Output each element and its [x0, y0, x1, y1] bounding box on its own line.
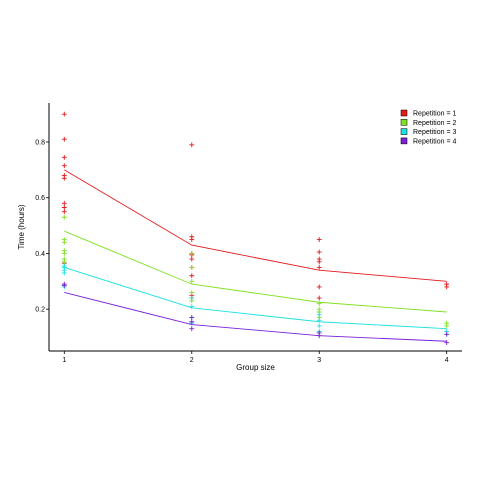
y-axis-title: Time (hours) — [17, 204, 26, 249]
data-point — [316, 265, 322, 270]
plot-area — [61, 111, 450, 346]
y-tick-label: 0.4 — [35, 251, 45, 258]
x-tick-label: 1 — [62, 357, 66, 364]
data-point — [189, 251, 195, 256]
legend-label: Repetition = 2 — [413, 120, 456, 127]
data-point — [316, 259, 322, 265]
data-point — [316, 312, 322, 318]
data-point — [444, 323, 450, 329]
legend-swatch — [400, 109, 408, 117]
legend-swatch — [400, 128, 408, 135]
data-point — [316, 284, 322, 290]
data-point — [61, 154, 67, 160]
data-point — [316, 295, 322, 301]
data-point — [61, 136, 67, 142]
data-point — [316, 301, 322, 307]
legend-swatch — [400, 137, 408, 145]
data-point — [316, 317, 322, 323]
data-point — [189, 142, 195, 148]
data-point — [61, 270, 67, 276]
x-tick-label: 3 — [317, 357, 321, 364]
x-tick-label: 4 — [445, 357, 449, 364]
data-point — [316, 333, 322, 339]
data-point — [61, 205, 67, 210]
y-tick-label: 0.6 — [35, 195, 45, 202]
data-point — [61, 239, 67, 245]
data-point — [61, 259, 67, 265]
data-point — [61, 251, 67, 256]
data-point — [61, 209, 67, 215]
data-point — [61, 283, 67, 288]
data-point — [189, 256, 195, 262]
data-point — [61, 200, 67, 206]
data-point — [189, 319, 195, 325]
axes: 1 2 3 4 0.2 0.4 0.6 0.8 — [35, 103, 462, 364]
data-point — [444, 284, 450, 290]
series-4-mean-line — [64, 292, 447, 342]
data-point — [189, 295, 195, 301]
data-point — [444, 331, 450, 337]
series-2-mean-line — [64, 230, 447, 313]
series-1 — [61, 111, 450, 301]
data-point — [189, 278, 195, 284]
series-4 — [61, 281, 450, 346]
data-point — [189, 304, 195, 309]
data-point — [189, 290, 195, 295]
data-point — [61, 163, 67, 169]
y-tick-label: 0.8 — [35, 140, 45, 147]
x-axis-title: Group size — [236, 363, 275, 372]
data-point — [189, 326, 195, 332]
legend-item: Repetition = 3 — [400, 128, 456, 136]
legend-label: Repetition = 3 — [413, 129, 456, 136]
data-point — [189, 273, 195, 279]
series-1-mean-line — [64, 169, 447, 282]
data-point — [444, 340, 450, 346]
legend: Repetition = 1 Repetition = 2 Repetition =… — [400, 109, 456, 145]
x-tick-label: 2 — [190, 357, 194, 364]
legend-item: Repetition = 4 — [400, 137, 456, 145]
legend-item: Repetition = 2 — [400, 119, 456, 127]
data-point — [316, 249, 322, 255]
data-point — [61, 214, 67, 220]
legend-label: Repetition = 1 — [413, 111, 456, 118]
data-point — [61, 111, 67, 117]
series-3-mean-line — [64, 266, 447, 330]
series-2 — [61, 214, 450, 329]
legend-item: Repetition = 1 — [400, 109, 456, 118]
data-point — [61, 175, 67, 181]
data-point — [316, 237, 322, 242]
data-point — [316, 323, 322, 329]
data-point — [189, 237, 195, 242]
legend-swatch — [400, 119, 408, 126]
series-3 — [61, 263, 450, 337]
data-point — [189, 315, 195, 320]
y-tick-label: 0.2 — [35, 307, 45, 314]
legend-label: Repetition = 4 — [413, 138, 456, 145]
data-point — [189, 265, 195, 270]
